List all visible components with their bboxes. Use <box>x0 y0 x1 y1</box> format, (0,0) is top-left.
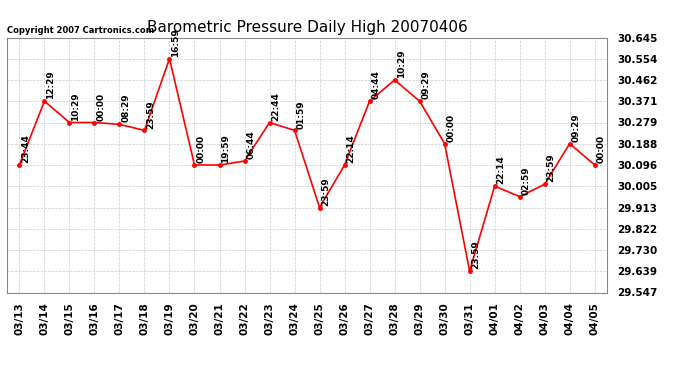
Text: Copyright 2007 Cartronics.com: Copyright 2007 Cartronics.com <box>7 26 154 35</box>
Text: 23:59: 23:59 <box>546 154 555 182</box>
Text: 22:14: 22:14 <box>497 156 506 184</box>
Text: 00:00: 00:00 <box>597 135 606 163</box>
Text: 23:59: 23:59 <box>322 177 331 206</box>
Text: 01:59: 01:59 <box>297 100 306 129</box>
Text: 22:44: 22:44 <box>272 92 281 121</box>
Title: Barometric Pressure Daily High 20070406: Barometric Pressure Daily High 20070406 <box>147 20 467 35</box>
Text: 12:29: 12:29 <box>46 70 55 99</box>
Text: 23:59: 23:59 <box>146 100 155 129</box>
Text: 10:29: 10:29 <box>72 92 81 121</box>
Text: 23:59: 23:59 <box>472 240 481 269</box>
Text: 02:59: 02:59 <box>522 166 531 195</box>
Text: 09:29: 09:29 <box>422 70 431 99</box>
Text: 16:59: 16:59 <box>172 28 181 57</box>
Text: 09:29: 09:29 <box>572 113 581 142</box>
Text: 19:59: 19:59 <box>221 134 230 163</box>
Text: 06:44: 06:44 <box>246 130 255 159</box>
Text: 23:44: 23:44 <box>21 134 30 163</box>
Text: 00:00: 00:00 <box>446 114 455 142</box>
Text: 00:00: 00:00 <box>97 93 106 121</box>
Text: 10:29: 10:29 <box>397 50 406 78</box>
Text: 04:44: 04:44 <box>372 70 381 99</box>
Text: 00:00: 00:00 <box>197 135 206 163</box>
Text: 08:29: 08:29 <box>121 94 130 123</box>
Text: 22:14: 22:14 <box>346 134 355 163</box>
